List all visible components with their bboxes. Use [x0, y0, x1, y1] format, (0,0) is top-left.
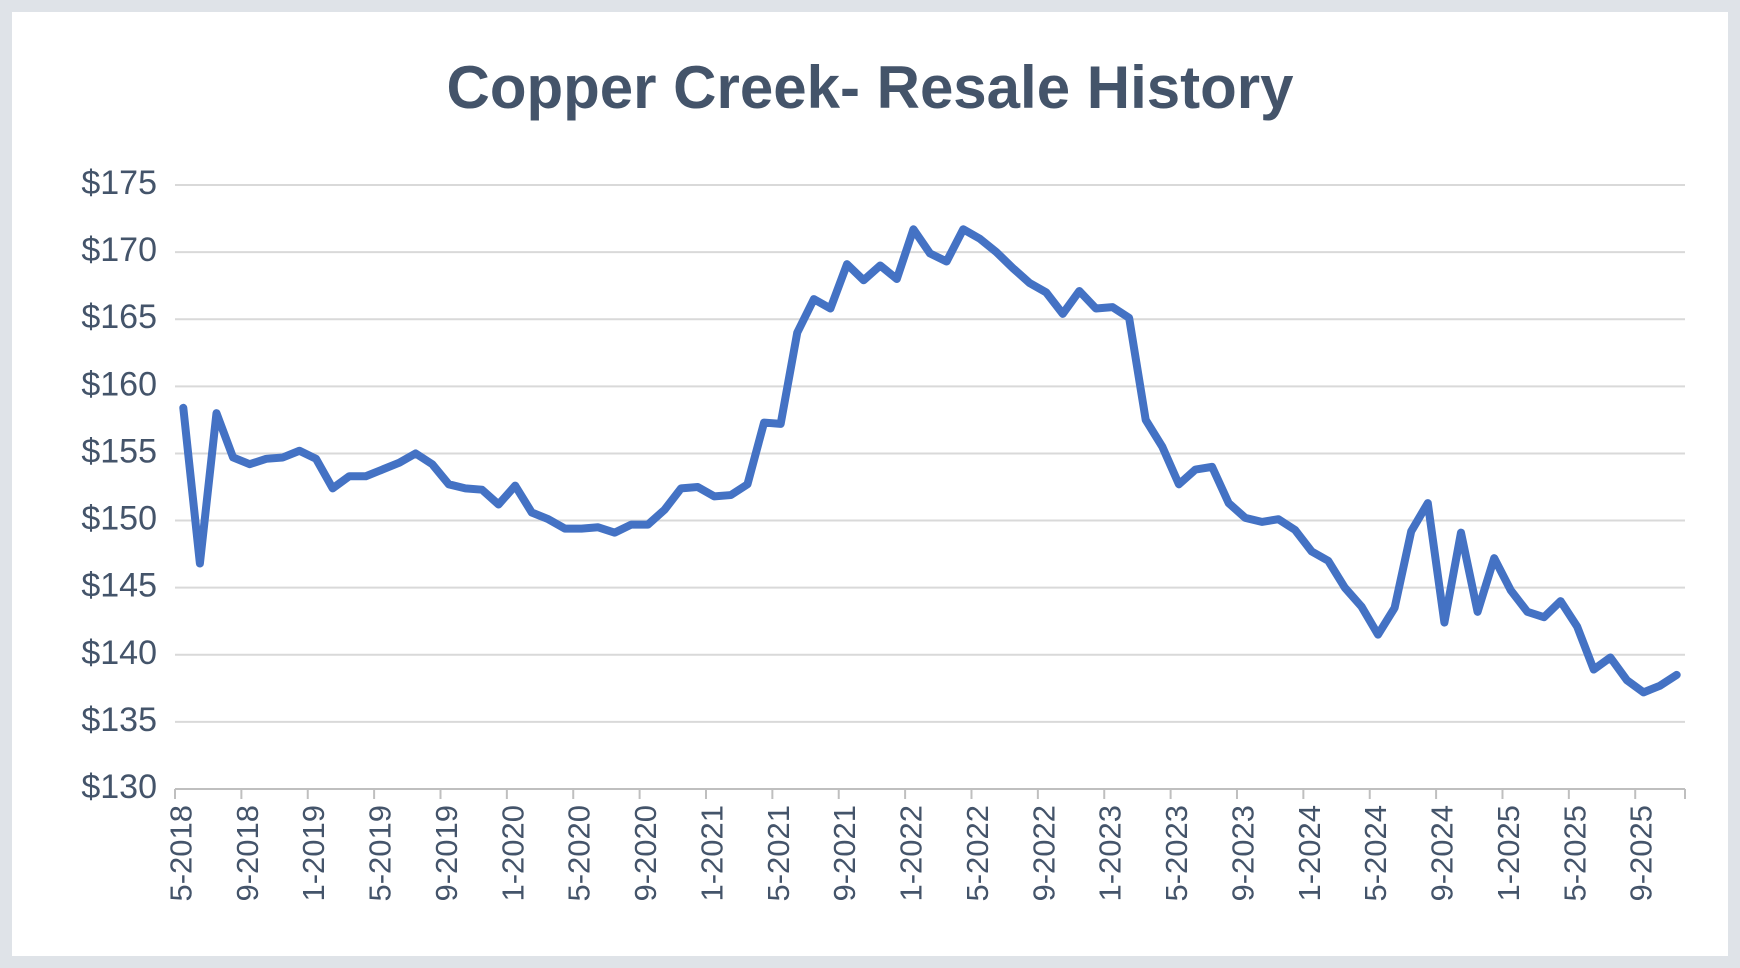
chart-title: Copper Creek- Resale History [447, 54, 1295, 121]
x-tick-label: 1-2024 [1292, 805, 1327, 902]
y-tick-label: $160 [81, 365, 157, 403]
x-tick-label: 1-2022 [894, 805, 929, 902]
x-tick-label: 9-2022 [1026, 805, 1061, 902]
x-tick-label: 5-2025 [1557, 805, 1592, 902]
x-tick-label: 1-2021 [694, 805, 729, 902]
x-tick-label: 1-2025 [1491, 805, 1526, 902]
y-tick-label: $135 [81, 701, 157, 739]
x-tick-label: 9-2018 [230, 805, 265, 902]
x-tick-label: 9-2021 [827, 805, 862, 902]
x-tick-label: 9-2019 [429, 805, 464, 902]
x-tick-label: 5-2019 [363, 805, 398, 902]
x-tick-label: 5-2024 [1358, 805, 1393, 902]
y-tick-label: $165 [81, 298, 157, 336]
y-tick-label: $130 [81, 768, 157, 806]
x-tick-label: 1-2020 [495, 805, 530, 902]
y-tick-label: $140 [81, 634, 157, 672]
y-tick-label: $175 [81, 164, 157, 202]
x-tick-label: 5-2020 [562, 805, 597, 902]
x-tick-label: 1-2019 [296, 805, 331, 902]
x-tick-label: 5-2023 [1159, 805, 1194, 902]
x-tick-label: 5-2021 [761, 805, 796, 902]
x-tick-label: 9-2024 [1425, 805, 1460, 902]
x-tick-label: 5-2018 [163, 805, 198, 902]
x-tick-label: 9-2020 [628, 805, 663, 902]
y-tick-label: $170 [81, 231, 157, 269]
x-tick-label: 1-2023 [1093, 805, 1128, 902]
x-tick-label: 9-2025 [1624, 805, 1659, 902]
y-tick-label: $155 [81, 432, 157, 470]
y-tick-label: $150 [81, 500, 157, 538]
price-line [179, 225, 1681, 697]
x-tick-label: 5-2022 [960, 805, 995, 902]
x-tick-label: 9-2023 [1225, 805, 1260, 902]
y-tick-label: $145 [81, 567, 157, 605]
chart-area [12, 12, 1728, 956]
